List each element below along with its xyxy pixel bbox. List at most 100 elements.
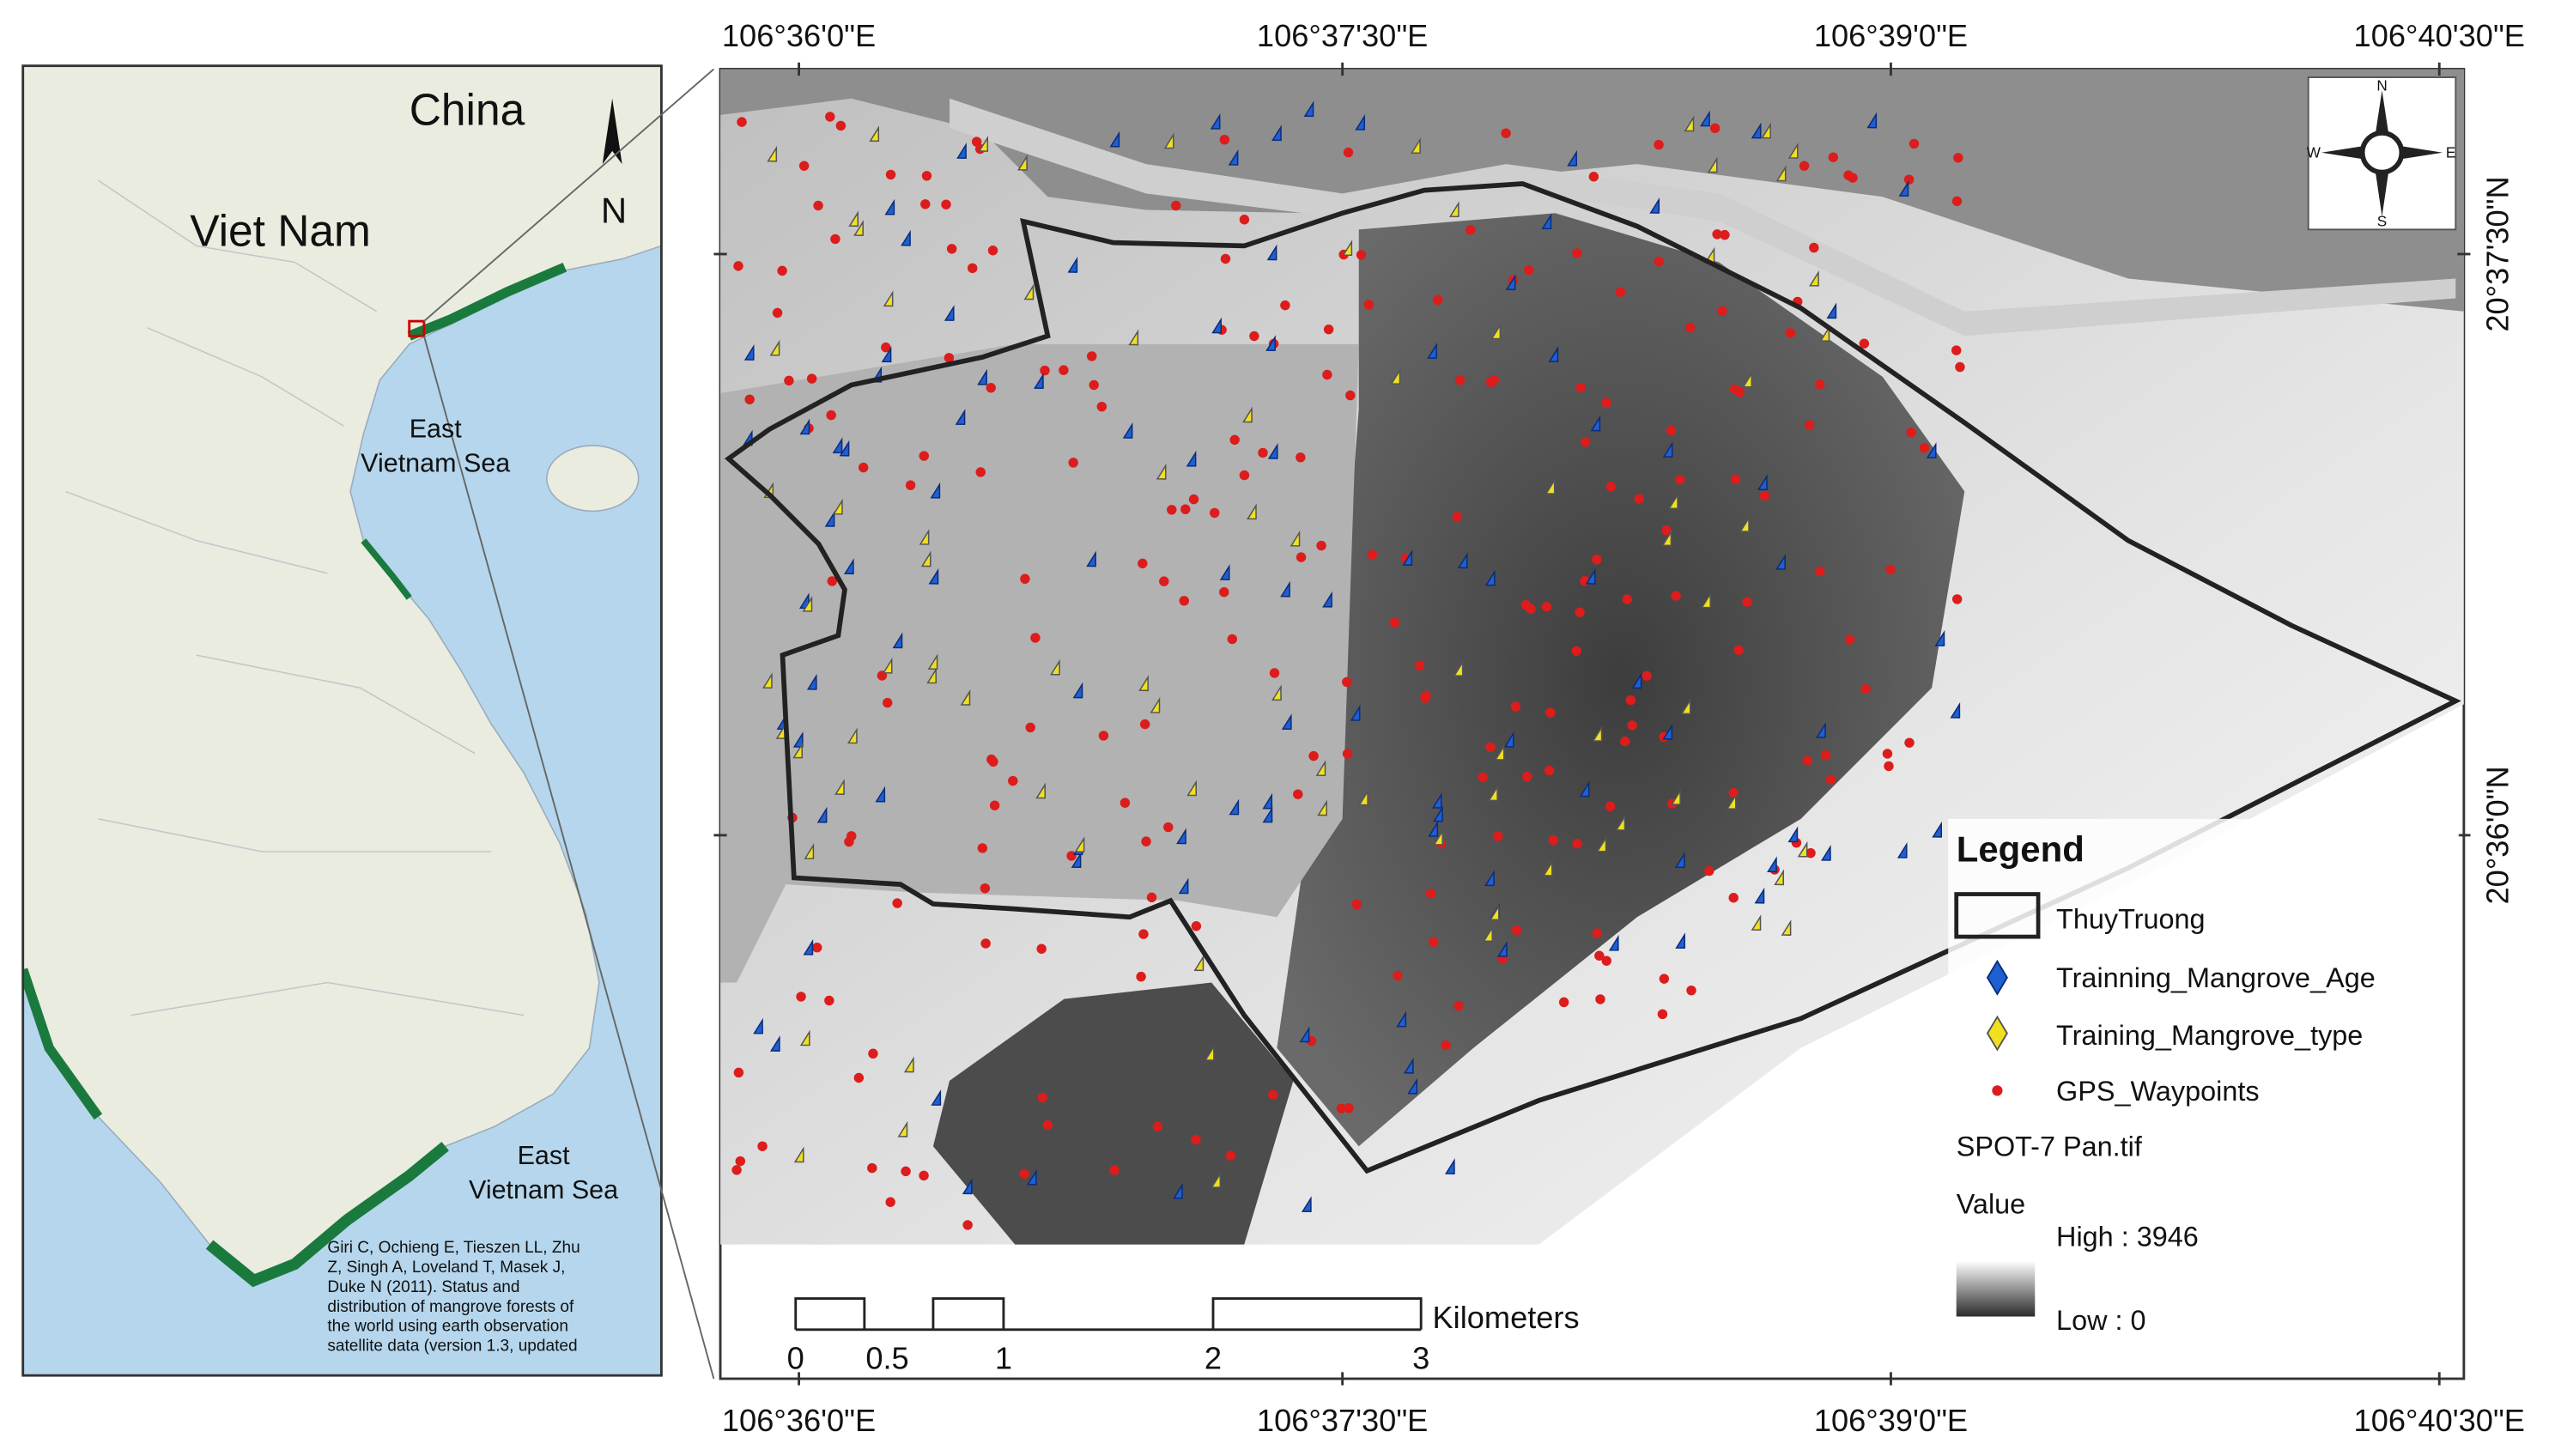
gps-waypoint: [1421, 690, 1431, 701]
gps-waypoint: [1089, 379, 1099, 391]
mangrove-age-sample: [1262, 806, 1273, 823]
mangrove-age-sample: [881, 346, 892, 363]
mangrove-age-sample: [944, 305, 955, 321]
mangrove-type-sample: [1050, 658, 1060, 676]
mangrove-age-sample: [1444, 1158, 1455, 1174]
scale-bar: [794, 1297, 1423, 1332]
gps-waypoint: [1179, 596, 1189, 606]
gps-waypoint: [1308, 750, 1319, 761]
mangrove-age-sample: [1301, 1196, 1312, 1213]
mangrove-type-sample: [1787, 142, 1799, 159]
mangrove-type-sample: [1680, 698, 1691, 715]
mangrove-type-sample: [883, 290, 894, 307]
mangrove-age-sample: [1950, 701, 1961, 719]
gps-waypoint: [1605, 801, 1616, 812]
mangrove-type-sample: [1342, 240, 1353, 257]
mangrove-age-sample: [1926, 442, 1937, 458]
mangrove-age-sample: [1608, 934, 1619, 951]
mangrove-age-sample: [1211, 317, 1223, 334]
mangrove-age-sample: [1754, 887, 1765, 904]
mangrove-age-sample: [1767, 856, 1777, 873]
gps-waypoint: [1666, 425, 1677, 436]
mangrove-age-sample: [1631, 672, 1642, 689]
gps-waypoint: [1594, 950, 1605, 961]
mangrove-type-sample: [833, 498, 843, 515]
mangrove-age-sample: [1431, 792, 1442, 809]
scale-label: 1: [995, 1341, 1012, 1376]
satellite-image: [720, 69, 2464, 1245]
mangrove-age-sample: [1775, 553, 1786, 570]
gps-waypoint: [1258, 447, 1268, 458]
mangrove-age-sample: [1503, 731, 1514, 748]
gps-waypoint: [824, 995, 834, 1006]
mangrove-type-sample: [1317, 799, 1328, 816]
mangrove-type-sample: [1035, 782, 1047, 799]
mangrove-age-sample: [1071, 852, 1082, 869]
mangrove-type-sample: [1448, 201, 1459, 218]
gps-waypoint: [980, 883, 991, 894]
gps-waypoint: [1581, 437, 1591, 447]
gps-waypoint: [1345, 390, 1356, 401]
mangrove-type-sample: [920, 550, 932, 567]
gps-waypoint: [1336, 1103, 1347, 1113]
gps-waypoint: [1096, 401, 1108, 412]
gps-waypoint: [1280, 300, 1290, 311]
longitude-label: 106°36'0"E: [722, 1403, 876, 1438]
mangrove-age-sample: [1662, 723, 1673, 740]
mangrove-type-sample: [1411, 137, 1421, 155]
graticule-ticks: [713, 62, 2471, 1386]
mangrove-age-sample: [1757, 474, 1768, 491]
legend: Legend ThuyTruong Trainning_Mangrove_Age…: [1948, 818, 2460, 1344]
mangrove-type-sample: [1186, 780, 1198, 797]
mangrove-type-sample: [919, 528, 930, 545]
gps-waypoint: [1454, 375, 1466, 385]
mangrove-type-sample: [1544, 478, 1556, 494]
gps-waypoint: [980, 938, 991, 949]
mangrove-type-sample: [1023, 283, 1035, 300]
mangrove-type-sample: [978, 136, 989, 152]
raster-name: SPOT-7 Pan.tif: [1957, 1131, 2143, 1162]
mangrove-age-sample: [1350, 704, 1361, 721]
scale-label: 3: [1412, 1341, 1429, 1376]
gps-waypoint: [1742, 597, 1752, 607]
gps-waypoint: [1167, 505, 1177, 515]
sea-label: Vietnam Sea: [361, 449, 510, 478]
mangrove-age-sample: [1355, 113, 1366, 130]
gps-waypoint: [1323, 324, 1334, 335]
gps-waypoint: [1541, 601, 1552, 612]
mangrove-type-sample: [1290, 530, 1301, 547]
compass-letter: N: [2376, 76, 2387, 94]
gps-waypoint: [1828, 152, 1839, 162]
gps-waypoint: [901, 1166, 911, 1177]
legend-swatch: [1992, 1085, 2003, 1096]
mangrove-age-sample: [962, 1178, 973, 1195]
gps-waypoint: [975, 467, 986, 477]
mangrove-age-sample: [955, 409, 966, 426]
mangrove-type-sample: [799, 1029, 810, 1046]
gps-waypoint: [1322, 369, 1332, 380]
gps-waypoint: [868, 1048, 878, 1059]
legend-title: Legend: [1957, 828, 2085, 869]
mangrove-age-sample: [824, 510, 835, 527]
mangrove-type-sample: [960, 689, 971, 706]
gps-waypoint: [1138, 558, 1148, 569]
citation-line: the world using earth observation: [327, 1318, 568, 1336]
gps-waypoint: [1882, 749, 1893, 759]
gps-waypoint: [1815, 566, 1825, 577]
gps-waypoint: [867, 1162, 877, 1174]
mangrove-type-sample: [792, 742, 804, 759]
gps-waypoint: [1785, 328, 1796, 338]
value-heading: Value: [1957, 1188, 2025, 1219]
gps-waypoint: [853, 1072, 865, 1083]
mangrove-type-sample: [1592, 725, 1603, 742]
gps-waypoint: [1030, 633, 1041, 643]
gps-waypoint: [1316, 540, 1326, 551]
mangrove-type-sample: [804, 843, 815, 859]
gps-waypoint: [971, 136, 982, 147]
mangrove-age-sample: [1396, 1010, 1407, 1028]
gps-waypoint: [844, 836, 854, 847]
longitude-label: 106°36'0"E: [722, 18, 876, 53]
gps-waypoint: [1951, 594, 1963, 604]
gps-waypoint: [1441, 1040, 1451, 1051]
mangrove-type-sample: [869, 125, 880, 143]
